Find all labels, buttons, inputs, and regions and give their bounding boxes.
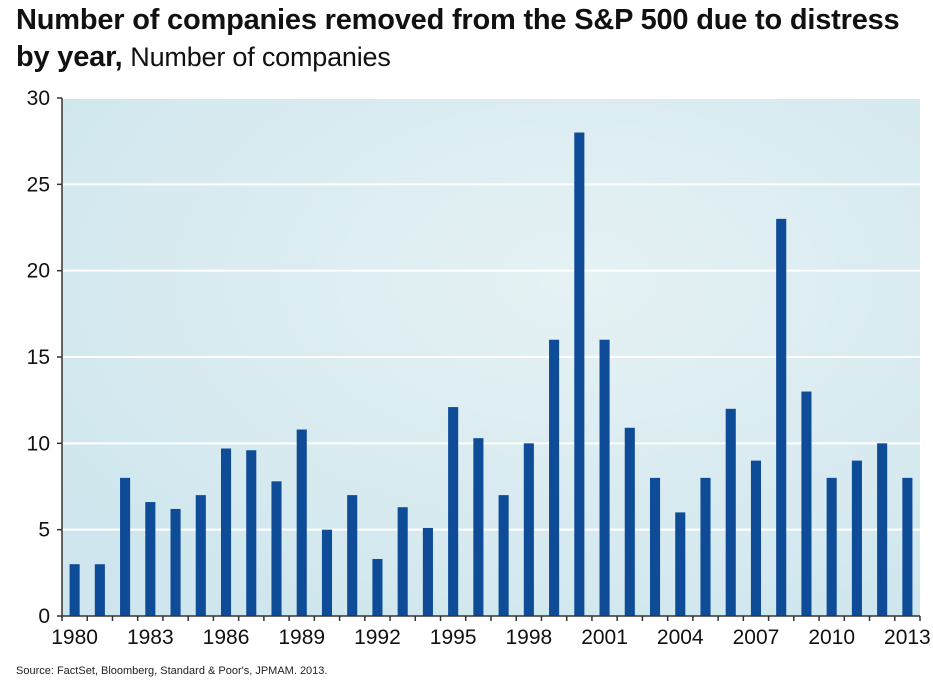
bar-1983 <box>145 502 156 616</box>
x-tick-label: 2004 <box>657 626 704 649</box>
bar-1988 <box>271 481 282 616</box>
bar-2003 <box>649 477 661 616</box>
x-tick-label: 1992 <box>354 626 401 649</box>
bar-1996 <box>473 438 484 616</box>
bar-1991 <box>347 495 358 616</box>
y-tick-label: 0 <box>38 605 50 628</box>
bar-1995 <box>448 407 459 616</box>
bar-1994 <box>422 527 433 616</box>
x-tick-label: 1980 <box>51 626 98 649</box>
bar-2004 <box>675 512 686 616</box>
x-tick-label: 2013 <box>884 626 931 649</box>
bar-1993 <box>397 507 408 616</box>
x-tick-label: 1995 <box>430 626 477 649</box>
bar-2012 <box>877 443 888 616</box>
bar-1999 <box>549 339 560 616</box>
bar-1990 <box>321 529 333 616</box>
bar-2006 <box>725 408 736 616</box>
x-tick-label: 1983 <box>127 626 174 649</box>
y-tick-labels: 0 5 10 15 20 25 30 <box>27 87 50 628</box>
x-tick-label: 1998 <box>505 626 552 649</box>
chart-title: Number of companies removed from the S&P… <box>16 2 916 76</box>
x-tick-labels: 1980 1983 1986 1989 1992 1995 1998 2001 2004 2007… <box>51 626 930 649</box>
bar-2005 <box>700 477 711 616</box>
axes <box>57 97 921 621</box>
bar-2013 <box>902 477 913 616</box>
bar-1986 <box>220 448 232 616</box>
bar-1989 <box>296 429 307 616</box>
x-tick-label: 2001 <box>581 626 628 649</box>
y-tick-label: 20 <box>27 260 50 283</box>
bar-2001 <box>599 339 610 616</box>
x-tick-label: 2007 <box>733 626 780 649</box>
bar-2002 <box>624 427 635 616</box>
x-tick-label: 1986 <box>203 626 250 649</box>
x-tick-label: 1989 <box>278 626 325 649</box>
bar-1985 <box>195 495 206 616</box>
bar-1987 <box>246 450 257 616</box>
y-tick-label: 5 <box>38 519 50 542</box>
x-tick-label: 2010 <box>808 626 855 649</box>
y-tick-label: 30 <box>27 87 50 110</box>
bar-2000 <box>574 132 585 617</box>
bar-1992 <box>372 559 383 616</box>
bar-2008 <box>776 218 787 616</box>
bar-1981 <box>94 564 105 616</box>
bar-2010 <box>826 477 837 616</box>
bar-1984 <box>170 508 181 616</box>
bar-1997 <box>498 495 509 616</box>
source-note: Source: FactSet, Bloomberg, Standard & P… <box>16 665 328 677</box>
chart-subtitle: Number of companies <box>130 42 391 72</box>
bars <box>69 132 913 617</box>
bar-1982 <box>120 477 131 616</box>
bar-2009 <box>801 391 812 616</box>
y-tick-label: 15 <box>27 346 50 369</box>
y-tick-label: 10 <box>27 432 50 455</box>
bar-1998 <box>523 443 534 616</box>
bar-2011 <box>851 460 862 616</box>
chart-title-main: Number of companies removed from the S&P… <box>16 4 900 73</box>
y-tick-label: 25 <box>27 173 50 196</box>
bar-1980 <box>69 564 80 616</box>
bar-2007 <box>750 460 762 616</box>
